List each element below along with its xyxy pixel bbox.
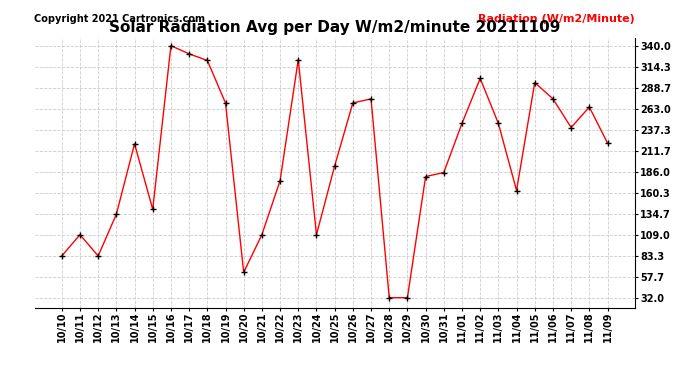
Text: Radiation (W/m2/Minute): Radiation (W/m2/Minute) (478, 14, 635, 24)
Text: Copyright 2021 Cartronics.com: Copyright 2021 Cartronics.com (34, 14, 206, 24)
Title: Solar Radiation Avg per Day W/m2/minute 20211109: Solar Radiation Avg per Day W/m2/minute … (109, 20, 560, 35)
